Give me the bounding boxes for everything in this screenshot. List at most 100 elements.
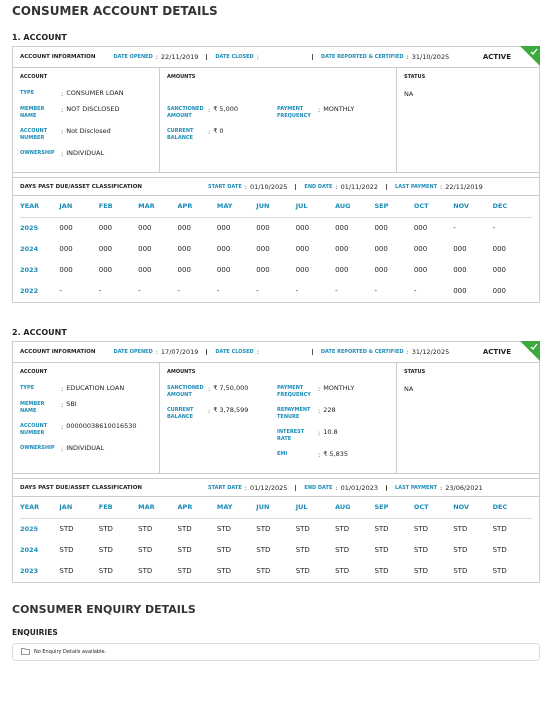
column-header: FEB (98, 196, 139, 218)
section-header: STATUS (404, 74, 426, 80)
field-value: 228 (323, 406, 336, 414)
colon (205, 128, 213, 136)
dpd-cell: - (335, 287, 338, 295)
section-header: AMOUNTS (167, 74, 196, 80)
dpd-table: YEAR JAN FEB MAR APR MAY JUN JUL AUG SEP OCT NOV DEC… (13, 196, 539, 302)
colon (315, 106, 323, 114)
field-label: CURRENT BALANCE (167, 128, 194, 141)
dpd-cell: - (177, 287, 181, 295)
field-value: INDIVIDUAL (66, 149, 105, 157)
colon (242, 484, 250, 492)
colon (437, 484, 445, 492)
colon (58, 128, 66, 136)
field-label: CURRENT BALANCE (167, 407, 194, 420)
dpd-cell: STD (177, 567, 192, 575)
dpd-cell: STD (177, 525, 192, 533)
date-closed-label: DATE CLOSED (215, 349, 254, 355)
dpd-cell: - (216, 287, 220, 295)
field-value: MONTHLY (323, 105, 355, 113)
dpd-cell: STD (216, 567, 232, 575)
date-reported-label: DATE REPORTED & CERTIFIED (320, 54, 404, 60)
field-label: MEMBER NAME (20, 401, 45, 414)
enquiry-title: CONSUMER ENQUIRY DETAILS (12, 603, 196, 616)
separator (206, 54, 208, 60)
dpd-cell: 000 (59, 266, 73, 274)
field: INTEREST RATE 10.8 (277, 429, 387, 443)
dpd-cell: STD (492, 546, 507, 554)
status-corner (520, 46, 540, 66)
year-cell: 2024 (20, 546, 39, 554)
year-cell: 2023 (20, 567, 39, 575)
dpd-cell: STD (256, 546, 271, 554)
colon (58, 90, 66, 98)
dpd-cell: STD (216, 546, 232, 554)
dpd-cell: 000 (138, 224, 152, 232)
colon (153, 348, 161, 356)
dpd-cell: STD (98, 546, 113, 554)
column-header: MAY (216, 196, 257, 218)
colon (332, 484, 340, 492)
section-header: AMOUNTS (167, 369, 196, 375)
field-label: TYPE (20, 90, 35, 96)
field: REPAYMENT TENURE 228 (277, 407, 387, 421)
dpd-cell: 000 (98, 266, 113, 274)
dpd-cell: STD (216, 525, 232, 533)
info-label: ACCOUNT INFORMATION (20, 349, 96, 355)
dpd-cell: 000 (492, 266, 506, 274)
enquiry-box: No Enquiry Details available. (12, 643, 540, 661)
dpd-cell: STD (98, 525, 113, 533)
dpd-cell: 000 (138, 245, 152, 253)
field-value: SBI (66, 400, 77, 408)
colon (205, 407, 213, 415)
separator (295, 183, 297, 190)
dpd-cell: 000 (98, 224, 113, 232)
year-cell: 2025 (20, 525, 39, 533)
spacer (12, 303, 540, 317)
field-value: ₹ 5,835 (323, 450, 349, 458)
dpd-field-value: 23/06/2021 (445, 483, 483, 492)
dpd-cell: STD (138, 567, 153, 575)
dpd-field-value: 22/11/2019 (445, 182, 483, 191)
column-header: JAN (59, 497, 99, 519)
dpd-cell: 000 (335, 224, 349, 232)
dpd-cell: STD (492, 525, 507, 533)
field-value: MONTHLY (323, 384, 355, 392)
column-header: JUN (256, 196, 296, 218)
dpd-row: DAYS PAST DUE/ASSET CLASSIFICATION START … (13, 177, 539, 196)
dpd-cell: - (256, 287, 259, 295)
dpd-cell: STD (295, 567, 310, 575)
colon (254, 348, 262, 356)
colon (315, 451, 323, 459)
date-opened: 17/07/2019 (160, 348, 199, 356)
dpd-cell: - (453, 224, 456, 232)
dpd-table: YEAR JAN FEB MAR APR MAY JUN JUL AUG SEP OCT NOV DEC… (13, 497, 539, 582)
dpd-field-value: 01/11/2022 (340, 182, 379, 191)
colon (205, 106, 213, 114)
dpd-cell: STD (335, 567, 350, 575)
column-header: DEC (492, 196, 532, 218)
dpd-cell: - (492, 224, 496, 232)
column-header: JUN (256, 497, 296, 519)
dpd-label: DAYS PAST DUE/ASSET CLASSIFICATION (20, 484, 142, 491)
status-column: STATUS NA (397, 68, 539, 172)
check-icon (530, 48, 538, 56)
field-label: INTEREST RATE (277, 429, 305, 442)
dpd-cell: 000 (177, 266, 191, 274)
column-header: APR (177, 497, 217, 519)
colon (58, 106, 66, 114)
amounts-left: SANCTIONED AMOUNT ₹ 5,000 CURRENT BALANCE ₹… (167, 106, 277, 166)
dpd-cell: 000 (374, 245, 388, 253)
dpd-field-value: 01/10/2025 (249, 182, 288, 191)
field-label: ACCOUNT NUMBER (20, 128, 48, 141)
account-column: ACCOUNT TYPE CONSUMER LOAN MEMBER NAME NOT D… (13, 68, 160, 172)
column-header: DEC (492, 497, 532, 519)
colon (315, 407, 323, 415)
field: OWNERSHIP INDIVIDUAL (20, 150, 152, 158)
colon (315, 385, 323, 393)
field: TYPE EDUCATION LOAN (20, 385, 152, 393)
dpd-cell: 000 (335, 266, 349, 274)
colon (58, 150, 66, 158)
amounts-right: PAYMENT FREQUENCY MONTHLY REPAYMENT TENURE… (277, 385, 387, 467)
column-header: OCT (413, 196, 454, 218)
dpd-cell: STD (453, 525, 468, 533)
